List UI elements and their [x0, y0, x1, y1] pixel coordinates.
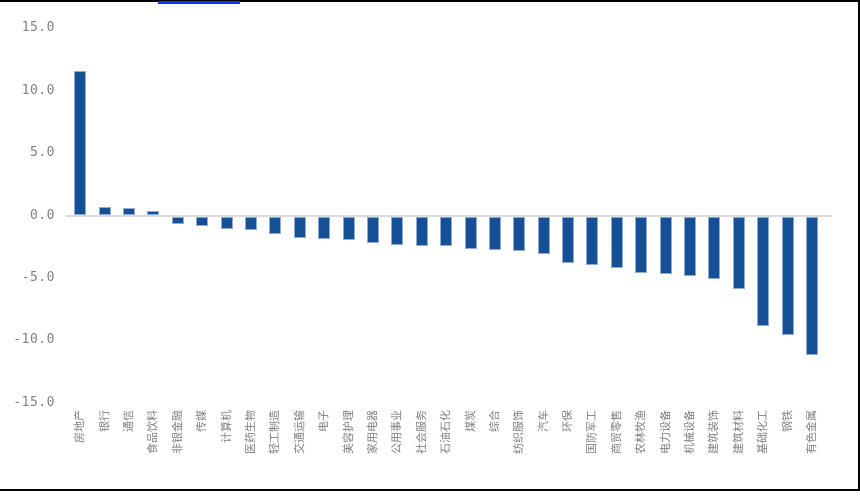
- frame-border-right: [858, 0, 860, 491]
- x-axis-label: 传媒: [196, 410, 209, 432]
- x-axis-label: 非银金融: [171, 410, 184, 454]
- bar-综合: [488, 216, 501, 251]
- bar-农林牧渔: [635, 216, 648, 273]
- bar-环保: [562, 216, 575, 263]
- bar-房地产: [74, 70, 87, 216]
- x-axis-label: 汽车: [537, 410, 550, 432]
- bar-医药生物: [245, 216, 258, 231]
- x-axis-label: 基础化工: [757, 410, 770, 454]
- bar-轻工制造: [269, 216, 282, 234]
- bar-基础化工: [757, 216, 770, 327]
- y-axis-tick-label: 10.0: [21, 82, 55, 98]
- x-axis-label: 建筑材料: [732, 410, 745, 454]
- bar-计算机: [220, 216, 233, 229]
- zero-axis-line: [66, 214, 832, 217]
- x-axis-label: 环保: [562, 410, 575, 432]
- x-axis-label: 有色金属: [806, 410, 818, 454]
- x-axis-label: 电子: [318, 410, 331, 432]
- x-axis-label: 钢铁: [781, 410, 794, 432]
- x-axis-label: 机械设备: [684, 410, 697, 454]
- y-axis-tick-label: -15.0: [13, 394, 55, 410]
- bar-建筑材料: [732, 216, 745, 289]
- y-axis-tick-label: 0.0: [30, 207, 55, 223]
- x-axis-label: 交通运输: [293, 410, 306, 454]
- y-axis-tick-label: 15.0: [21, 20, 55, 36]
- x-axis-label: 建筑装饰: [708, 410, 721, 454]
- x-axis-label: 美容护理: [342, 410, 355, 454]
- bar-有色金属: [806, 216, 818, 355]
- x-axis-label: 社会服务: [415, 410, 428, 454]
- bar-国防军工: [586, 216, 599, 266]
- bar-美容护理: [342, 216, 355, 241]
- x-axis-label: 电力设备: [659, 410, 672, 454]
- x-axis-label: 石油石化: [440, 410, 453, 454]
- bar-纺织服饰: [513, 216, 526, 252]
- bar-银行: [98, 206, 111, 216]
- x-axis-label: 综合: [488, 410, 501, 432]
- bar-交通运输: [293, 216, 306, 238]
- y-axis-tick-label: 5.0: [30, 145, 55, 161]
- x-axis-label: 家用电器: [366, 410, 379, 454]
- bar-电力设备: [659, 216, 672, 274]
- frame-border-top: [0, 0, 860, 2]
- x-axis-label: 纺织服饰: [513, 410, 526, 454]
- x-axis-label: 农林牧渔: [635, 410, 648, 454]
- bar-社会服务: [415, 216, 428, 247]
- x-axis-label: 公用事业: [391, 410, 404, 454]
- bar-石油石化: [440, 216, 453, 247]
- x-axis-label: 食品饮料: [147, 410, 160, 454]
- bar-建筑装饰: [708, 216, 721, 279]
- bar-机械设备: [684, 216, 697, 277]
- bar-汽车: [537, 216, 550, 254]
- x-axis-label: 医药生物: [245, 410, 258, 454]
- frame-border-bottom: [0, 489, 860, 491]
- bar-食品饮料: [147, 210, 160, 216]
- x-axis-label: 煤炭: [464, 410, 477, 432]
- bar-传媒: [196, 216, 209, 227]
- x-axis-label: 国防军工: [586, 410, 599, 454]
- bar-电子: [318, 216, 331, 239]
- bar-公用事业: [391, 216, 404, 246]
- x-axis-label: 房地产: [74, 410, 87, 443]
- bar-商贸零售: [610, 216, 623, 268]
- x-axis-label: 银行: [98, 410, 111, 432]
- x-axis-label: 通信: [123, 410, 136, 432]
- bar-煤炭: [464, 216, 477, 249]
- x-axis-label: 轻工制造: [269, 410, 282, 454]
- x-axis-label: 商贸零售: [610, 410, 623, 454]
- bar-通信: [123, 208, 136, 216]
- bar-非银金融: [171, 216, 184, 224]
- y-axis-tick-label: -10.0: [13, 332, 55, 348]
- bar-家用电器: [366, 216, 379, 243]
- y-axis-tick-label: -5.0: [21, 269, 55, 285]
- x-axis-label: 计算机: [220, 410, 233, 443]
- bar-钢铁: [781, 216, 794, 335]
- top-accent-line: [158, 1, 240, 4]
